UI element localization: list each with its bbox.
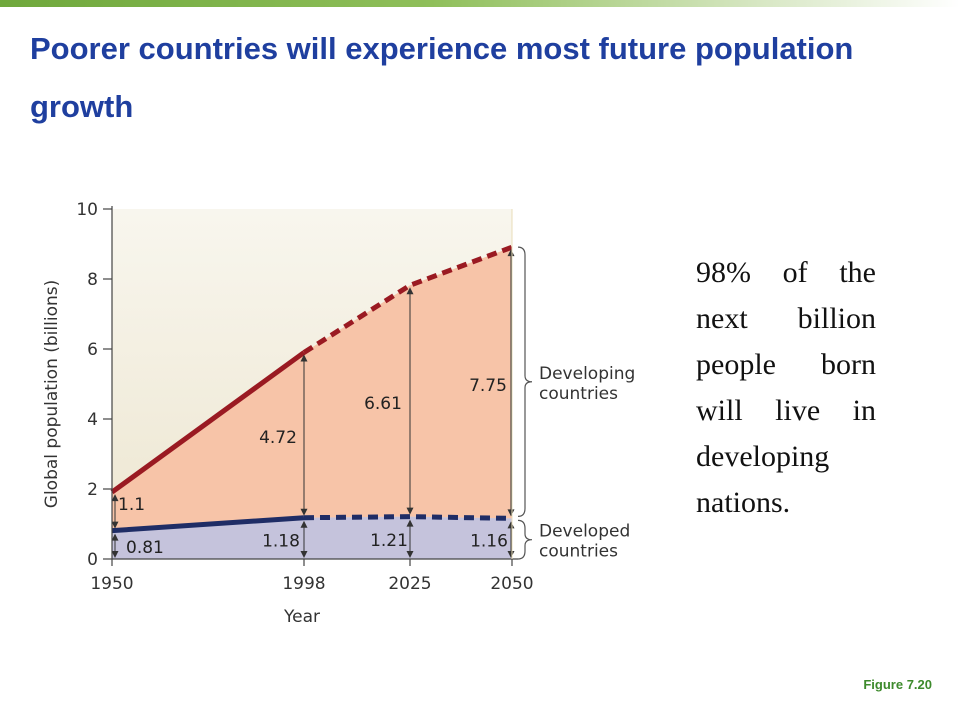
developed-arrow-head-top (111, 533, 119, 541)
developing-line-actual (110, 350, 306, 495)
developed-arrow-head-top (406, 519, 414, 527)
developing-brace (517, 246, 533, 517)
developing-arrow-head-bottom (111, 521, 119, 529)
developing-brace-label: countries (539, 384, 618, 404)
developing-value-label: 7.75 (469, 376, 507, 396)
developing-area (112, 247, 512, 531)
developing-arrow-head-top (406, 287, 414, 295)
developed-line-actual (111, 515, 305, 534)
developed-value-label: 0.81 (126, 538, 164, 558)
side-note: 98% of the next billion people born will… (696, 256, 876, 519)
y-axis-label: Global population (billions) (42, 280, 62, 508)
developed-arrow-head-top (300, 520, 308, 528)
developing-value-label: 6.61 (364, 394, 402, 414)
developing-arrow-head-top (300, 354, 308, 362)
developing-value-label: 1.1 (118, 495, 145, 515)
x-tick-label: 1998 (282, 574, 325, 594)
developed-arrow-head-bottom (111, 551, 119, 558)
y-tick-label: 0 (87, 550, 98, 570)
developed-arrow-head-bottom (300, 551, 308, 558)
developed-value-label: 1.21 (370, 531, 408, 551)
developed-brace (517, 519, 533, 560)
developed-arrow-head-bottom (507, 551, 515, 558)
y-tick-label: 8 (87, 270, 98, 290)
slide-title: Poorer countries will experience most fu… (30, 31, 854, 124)
developing-value-label: 4.72 (259, 428, 297, 448)
developing-arrow-head-top (507, 249, 515, 257)
developing-brace-label: Developing (539, 364, 635, 384)
developed-brace-label: Developed (539, 522, 630, 542)
developing-arrow-head-top (111, 494, 119, 502)
developed-value-label: 1.18 (262, 531, 300, 551)
developing-arrow-head-bottom (300, 508, 308, 516)
developing-arrow-head-bottom (406, 507, 414, 515)
x-tick-label: 1950 (90, 574, 133, 594)
developed-area (112, 516, 512, 559)
y-tick-label: 4 (87, 410, 98, 430)
developed-arrow-head-bottom (406, 551, 414, 558)
top-accent-bar (0, 0, 960, 7)
y-tick-label: 10 (76, 200, 98, 220)
y-tick-label: 6 (87, 340, 98, 360)
developed-arrow-head-top (507, 521, 515, 529)
developed-line-projected (303, 514, 513, 521)
developed-brace-label: countries (539, 542, 618, 562)
developed-value-label: 1.16 (470, 532, 508, 552)
figure-label: Figure 7.20 (863, 677, 932, 692)
x-axis-label: Year (283, 607, 320, 627)
developing-arrow-head-bottom (507, 509, 515, 517)
developing-line-projected (302, 244, 513, 355)
y-tick-label: 2 (87, 480, 98, 500)
x-tick-label: 2025 (388, 574, 431, 594)
x-tick-label: 2050 (490, 574, 533, 594)
